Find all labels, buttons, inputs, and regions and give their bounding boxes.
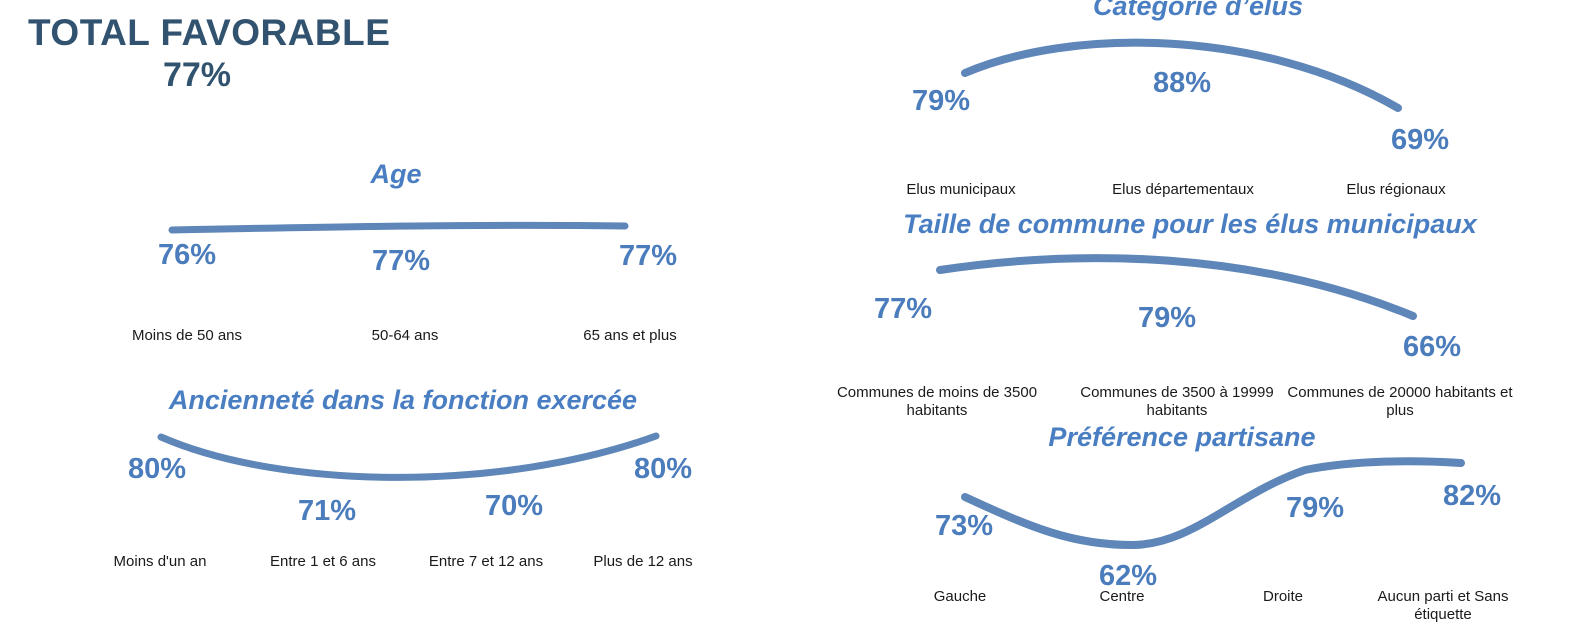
category-label: Elus municipaux: [906, 181, 1016, 198]
anciennete-trend-line: [157, 432, 660, 481]
data-point-value: 73%: [934, 510, 994, 542]
data-point-value: 69%: [1390, 124, 1450, 156]
total-favorable-value: 77%: [162, 56, 232, 94]
data-point-value: 71%: [297, 495, 357, 527]
chart-title-age: Age: [370, 159, 422, 189]
data-point-value: 76%: [157, 239, 217, 271]
category-label: Moins d'un an: [113, 553, 207, 570]
data-point-value: 70%: [484, 490, 544, 522]
chart-title-preference-partisane: Préférence partisane: [1048, 422, 1316, 452]
chart-title-taille-commune: Taille de commune pour les élus municipa…: [903, 209, 1477, 239]
data-point-value: 80%: [127, 453, 187, 485]
data-point-value: 79%: [1137, 302, 1197, 334]
category-label: Communes de 3500 à 19999 habitants: [1080, 384, 1274, 419]
preference-trend-line: [961, 457, 1465, 550]
category-label: Droite: [1262, 588, 1304, 605]
category-label: Communes de 20000 habitants et plus: [1287, 384, 1513, 419]
chart-title-categorie-elus: Catégorie d’élus: [1092, 0, 1304, 21]
category-label: Plus de 12 ans: [593, 553, 693, 570]
data-point-value: 66%: [1402, 331, 1462, 363]
category-label: 50-64 ans: [371, 327, 439, 344]
data-point-value: 62%: [1098, 560, 1158, 592]
category-label: Gauche: [933, 588, 987, 605]
report-title: TOTAL FAVORABLE: [28, 12, 391, 53]
chart-title-anciennete: Ancienneté dans la fonction exercée: [168, 385, 638, 415]
data-point-value: 79%: [911, 85, 971, 117]
data-point-value: 77%: [371, 245, 431, 277]
data-point-value: 82%: [1442, 480, 1502, 512]
data-point-value: 79%: [1285, 492, 1345, 524]
category-label: 65 ans et plus: [583, 327, 677, 344]
category-label: Elus régionaux: [1346, 181, 1446, 198]
data-point-value: 77%: [873, 293, 933, 325]
data-point-value: 77%: [618, 240, 678, 272]
category-label: Communes de moins de 3500 habitants: [836, 384, 1038, 419]
category-label: Elus départementaux: [1112, 181, 1254, 198]
category-label: Moins de 50 ans: [131, 327, 243, 344]
data-point-value: 88%: [1152, 67, 1212, 99]
data-point-value: 80%: [633, 453, 693, 485]
category-label: Centre: [1099, 588, 1145, 605]
age-trend-line: [168, 221, 629, 234]
category-label: Entre 1 et 6 ans: [270, 553, 376, 570]
category-label: Aucun parti et Sans étiquette: [1377, 588, 1509, 623]
category-label: Entre 7 et 12 ans: [428, 553, 544, 570]
